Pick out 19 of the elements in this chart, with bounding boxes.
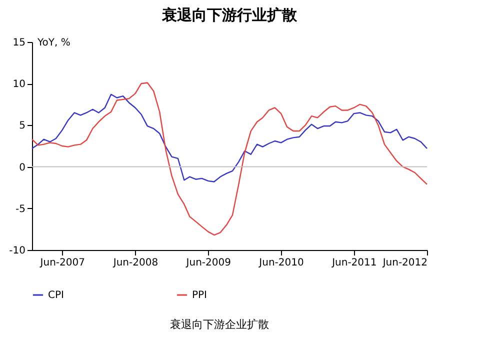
y-tick-label: -5	[16, 204, 26, 215]
text: 衰退向下游企业扩散	[170, 318, 269, 331]
x-tick-label: Jun-2010	[258, 258, 304, 268]
line-series	[31, 94, 428, 182]
x-tick-label: Jun-2009	[185, 258, 231, 268]
y-tick-label: 5	[19, 120, 26, 132]
y-tick-label: 15	[12, 38, 26, 48]
legend-label: PPI	[192, 290, 208, 301]
y-tick-label: 10	[12, 79, 26, 90]
y-axis-title: YoY, %	[36, 38, 70, 48]
x-tick-label: Jun-2008	[112, 258, 158, 268]
y-tick-label: 0	[19, 162, 26, 174]
x-tick-label: Jun-2012	[382, 258, 428, 268]
y-tick-label: -10	[9, 246, 26, 256]
legend-label: CPI	[48, 290, 64, 301]
x-tick-label: Jun-2011	[331, 258, 377, 268]
line-series	[31, 82, 428, 236]
x-tick-label: Jun-2007	[39, 258, 85, 268]
chart-title: 衰退向下游行业扩散	[161, 6, 298, 24]
